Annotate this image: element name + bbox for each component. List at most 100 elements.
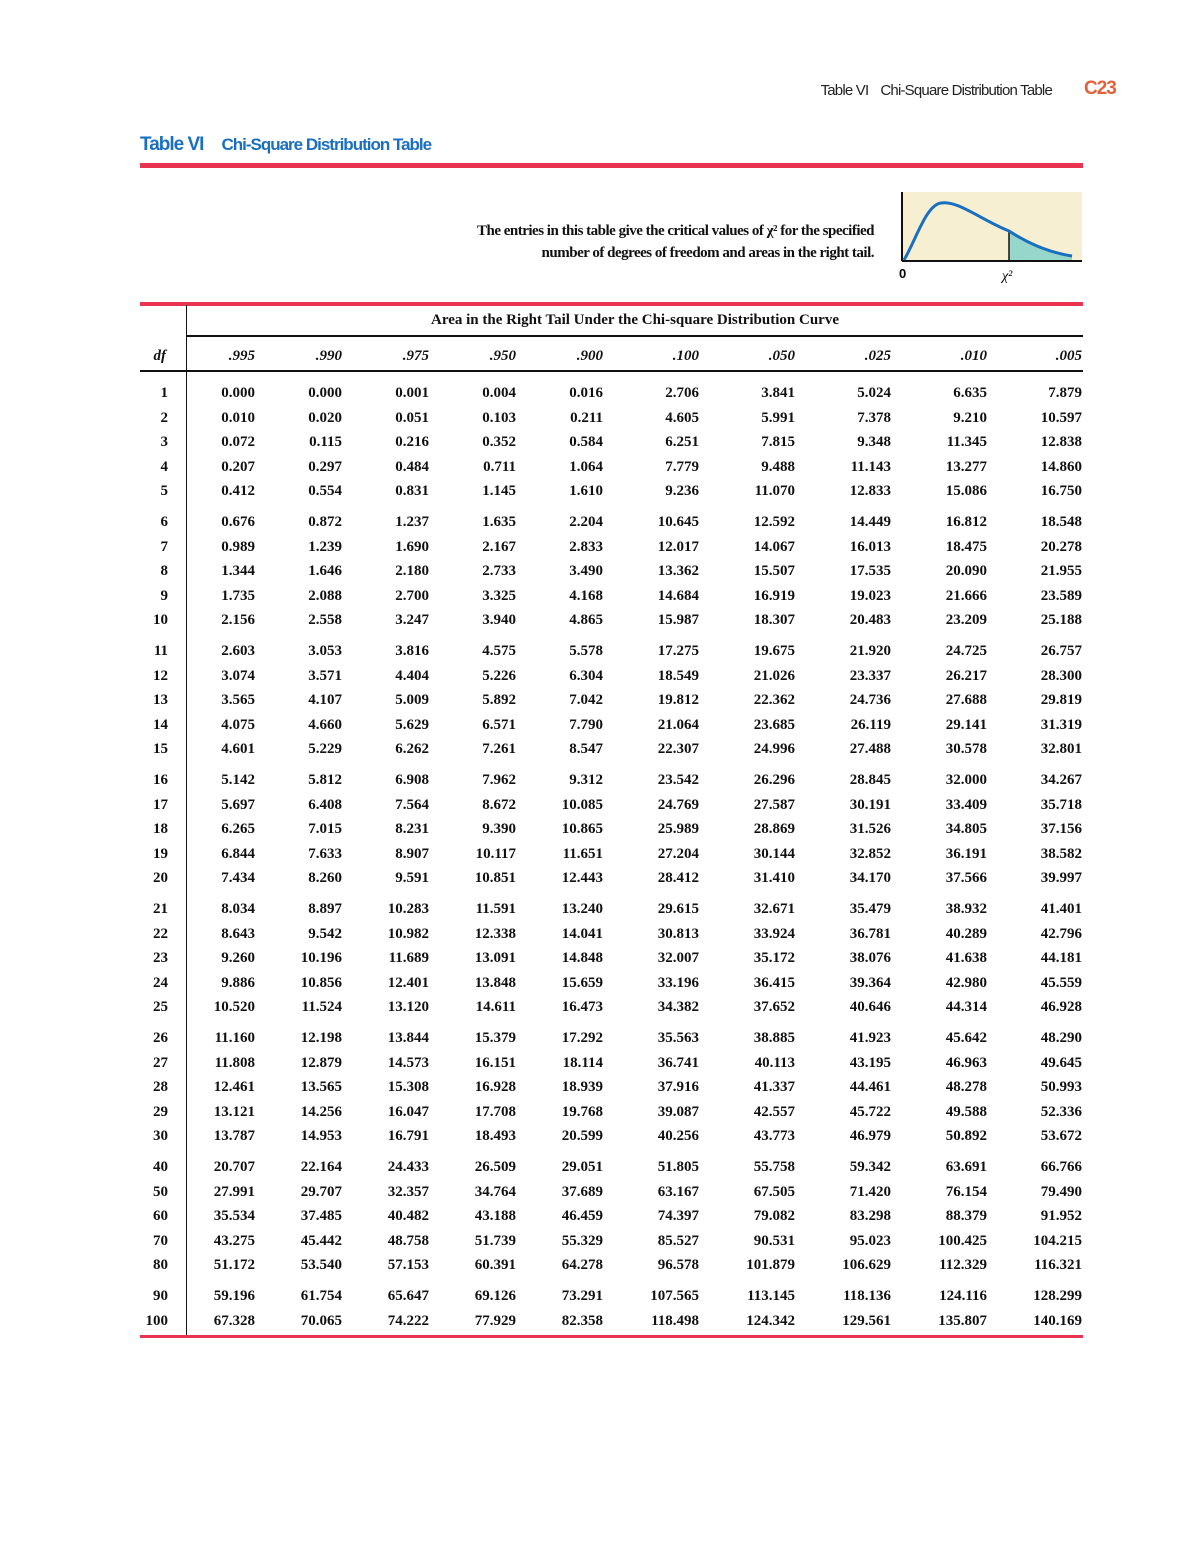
- value-cell: 1.064: [569, 458, 603, 475]
- value-cell: 10.283: [387, 901, 429, 917]
- df-cell: 21: [153, 901, 168, 917]
- value-cell: 26.119: [850, 716, 891, 733]
- value-cell: 0.207: [221, 458, 255, 475]
- value-cell: 1.344: [221, 563, 255, 580]
- value-cell: 18.114: [562, 1054, 603, 1071]
- value-cell: 7.564: [395, 796, 429, 813]
- value-cell: 5.812: [308, 772, 342, 788]
- value-cell: 1.735: [221, 587, 255, 604]
- value-cell: 18.307: [753, 612, 795, 629]
- df-cell: 23: [153, 950, 168, 967]
- column-header: .990: [315, 348, 342, 364]
- value-cell: 37.156: [1040, 821, 1082, 838]
- title-rule: [140, 163, 1083, 168]
- value-cell: 0.352: [482, 434, 516, 451]
- value-cell: 7.042: [569, 692, 603, 709]
- df-cell: 5: [160, 483, 169, 500]
- value-cell: 21.955: [1040, 563, 1082, 580]
- value-cell: 0.412: [221, 483, 255, 500]
- running-header: Table VI Chi-Square Distribution Table: [809, 82, 1053, 99]
- value-cell: 19.675: [753, 643, 795, 659]
- value-cell: 16.812: [945, 514, 987, 530]
- value-cell: 36.741: [657, 1054, 699, 1071]
- value-cell: 67.505: [753, 1183, 795, 1200]
- value-cell: 8.231: [395, 821, 429, 838]
- value-cell: 40.646: [849, 999, 891, 1016]
- value-cell: 73.291: [561, 1288, 603, 1304]
- value-cell: 12.401: [387, 974, 429, 991]
- value-cell: 3.816: [395, 643, 429, 659]
- value-cell: 14.860: [1040, 458, 1082, 475]
- value-cell: 13.121: [213, 1103, 255, 1120]
- value-cell: 41.337: [753, 1079, 795, 1096]
- value-cell: 21.666: [945, 587, 987, 604]
- column-header: .050: [768, 348, 795, 364]
- value-cell: 12.461: [213, 1079, 255, 1096]
- value-cell: 4.601: [221, 741, 255, 758]
- value-cell: 35.718: [1040, 796, 1082, 813]
- value-cell: 5.009: [395, 692, 429, 709]
- value-cell: 14.684: [657, 587, 699, 604]
- intro-line-1: The entries in this table give the criti…: [476, 223, 875, 239]
- value-cell: 0.211: [570, 409, 603, 426]
- value-cell: 6.262: [395, 741, 429, 758]
- value-cell: 4.107: [308, 692, 342, 709]
- value-cell: 39.997: [1040, 870, 1082, 887]
- value-cell: 13.787: [213, 1128, 255, 1145]
- value-cell: 11.160: [214, 1030, 255, 1046]
- value-cell: 14.041: [561, 925, 603, 942]
- value-cell: 17.708: [474, 1103, 516, 1120]
- value-cell: 27.991: [213, 1183, 255, 1200]
- value-cell: 104.215: [1033, 1232, 1082, 1249]
- value-cell: 4.404: [395, 667, 429, 684]
- value-cell: 6.304: [569, 667, 603, 684]
- value-cell: 12.198: [300, 1030, 342, 1046]
- value-cell: 0.216: [395, 434, 429, 451]
- value-cell: 46.979: [849, 1128, 891, 1145]
- value-cell: 9.312: [569, 772, 603, 788]
- value-cell: 1.646: [308, 563, 342, 580]
- value-cell: 16.047: [387, 1103, 429, 1120]
- value-cell: 48.278: [945, 1079, 987, 1096]
- df-cell: 50: [153, 1183, 168, 1200]
- value-cell: 7.434: [221, 870, 255, 887]
- column-header: .010: [960, 348, 987, 364]
- df-cell: 9: [160, 587, 169, 604]
- value-cell: 28.845: [849, 772, 891, 788]
- value-cell: 10.520: [213, 999, 255, 1016]
- value-cell: 60.391: [474, 1257, 516, 1274]
- value-cell: 14.256: [300, 1103, 342, 1120]
- value-cell: 0.554: [308, 483, 342, 500]
- value-cell: 12.443: [561, 870, 603, 887]
- value-cell: 74.397: [657, 1208, 699, 1225]
- value-cell: 16.151: [474, 1054, 516, 1071]
- value-cell: 5.629: [395, 716, 429, 733]
- value-cell: 33.924: [753, 925, 795, 942]
- value-cell: 8.897: [308, 901, 342, 917]
- value-cell: 57.153: [387, 1257, 429, 1274]
- df-cell: 16: [153, 772, 168, 788]
- value-cell: 13.848: [474, 974, 516, 991]
- df-cell: 11: [153, 643, 168, 659]
- value-cell: 34.170: [849, 870, 891, 887]
- value-cell: 90.531: [753, 1232, 795, 1249]
- value-cell: 46.459: [561, 1208, 603, 1225]
- value-cell: 30.191: [849, 796, 891, 813]
- critical-value-label: χ²: [1000, 269, 1013, 284]
- value-cell: 12.338: [474, 925, 516, 942]
- value-cell: 18.939: [561, 1079, 603, 1096]
- value-cell: 42.796: [1040, 925, 1082, 942]
- value-cell: 5.226: [482, 667, 516, 684]
- value-cell: 25.989: [657, 821, 699, 838]
- value-cell: 0.676: [221, 514, 255, 530]
- df-cell: 28: [153, 1079, 168, 1096]
- df-cell: 14: [153, 716, 168, 733]
- value-cell: 43.773: [753, 1128, 795, 1145]
- df-cell: 24: [153, 974, 168, 991]
- value-cell: 3.565: [221, 692, 255, 709]
- df-cell: 8: [160, 563, 169, 580]
- df-cell: 90: [153, 1288, 168, 1304]
- value-cell: 0.072: [221, 434, 255, 451]
- value-cell: 0.004: [482, 385, 516, 401]
- value-cell: 3.490: [569, 563, 603, 580]
